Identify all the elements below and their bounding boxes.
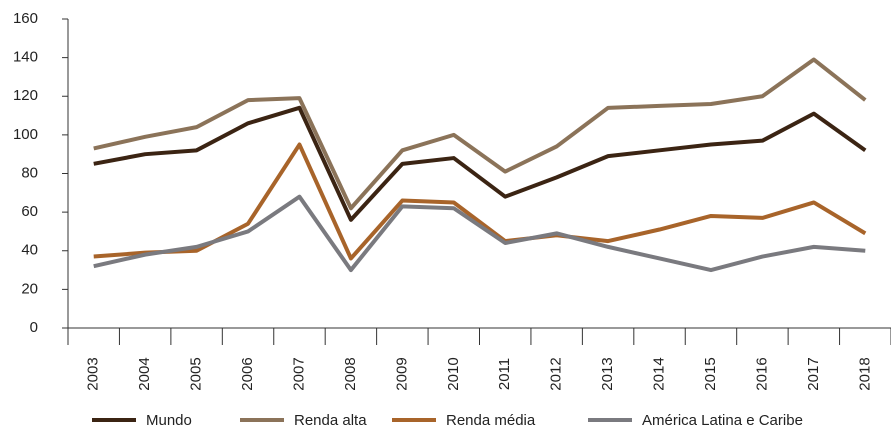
x-tick-label: 2014: [651, 357, 668, 390]
y-tick-label: 80: [21, 164, 38, 181]
x-tick-label: 2016: [753, 357, 770, 390]
series-line: [93, 105, 867, 222]
x-tick-label: 2015: [702, 357, 719, 390]
series-line: [93, 57, 867, 211]
x-tick-label: 2003: [85, 357, 102, 390]
legend-label: Mundo: [146, 412, 192, 429]
x-tick-label: 2017: [805, 357, 822, 390]
y-tick-label: 120: [13, 87, 38, 104]
x-tick-label: 2006: [239, 357, 256, 390]
series-line: [93, 194, 866, 273]
y-tick-label: 40: [21, 242, 38, 259]
x-tick-label: 2012: [548, 357, 565, 390]
y-tick-label: 140: [13, 49, 38, 66]
x-tick-label: 2009: [393, 357, 410, 390]
x-tick-label: 2013: [599, 357, 616, 390]
x-tick-label: 2010: [445, 357, 462, 390]
y-tick-label: 60: [21, 203, 38, 220]
x-tick-label: 2007: [290, 357, 307, 390]
y-tick-label: 160: [13, 10, 38, 27]
x-tick-label: 2008: [342, 357, 359, 390]
x-tick-label: 2005: [188, 357, 205, 390]
x-tick-label: 2004: [136, 357, 153, 390]
x-tick-label: 2018: [856, 357, 873, 390]
y-tick-label: 20: [21, 280, 38, 297]
legend-label: Renda média: [446, 412, 536, 429]
legend-label: Renda alta: [294, 412, 367, 429]
y-tick-label: 100: [13, 126, 38, 143]
legend-label: América Latina e Caribe: [642, 412, 803, 429]
y-tick-label: 0: [30, 319, 38, 336]
x-tick-label: 2011: [496, 358, 513, 390]
